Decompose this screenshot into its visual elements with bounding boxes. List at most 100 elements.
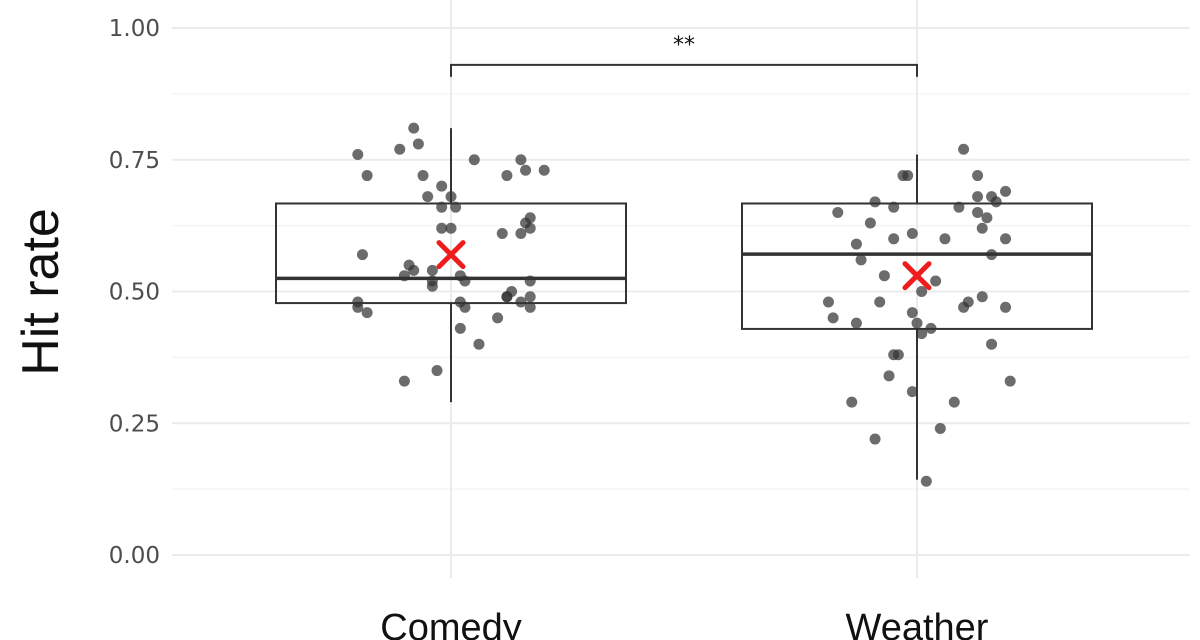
data-point — [906, 386, 918, 398]
data-point — [515, 154, 527, 166]
data-point — [524, 291, 536, 303]
data-point — [888, 233, 900, 245]
y-tick-label: 0.50 — [109, 280, 160, 306]
data-point — [520, 217, 532, 229]
data-point — [986, 338, 998, 350]
boxes — [275, 128, 1093, 480]
mean-marker — [436, 240, 466, 270]
y-tick-label: 0.25 — [109, 411, 160, 437]
data-point — [398, 270, 410, 282]
data-point — [972, 191, 984, 203]
data-point — [986, 249, 998, 261]
data-point — [408, 122, 420, 134]
data-point — [417, 170, 429, 182]
x-tick-labels: Comedy Weather — [380, 607, 989, 640]
data-point — [361, 170, 373, 182]
data-point — [352, 148, 364, 160]
data-point — [426, 280, 438, 292]
data-point — [356, 249, 368, 261]
y-tick-label: 0.00 — [109, 543, 160, 569]
data-point — [850, 238, 862, 250]
data-point — [412, 138, 424, 150]
data-point — [916, 328, 928, 340]
data-point — [496, 228, 508, 240]
data-point — [501, 170, 513, 182]
data-point — [850, 317, 862, 329]
data-point — [953, 201, 965, 213]
data-point — [473, 338, 485, 350]
data-point — [538, 164, 550, 176]
data-point — [846, 396, 858, 408]
mean-markers — [436, 240, 932, 291]
data-point — [822, 296, 834, 308]
data-point — [394, 143, 406, 155]
data-point — [902, 170, 914, 182]
y-axis-title: Hit rate — [12, 208, 70, 376]
data-point — [398, 375, 410, 387]
data-point — [939, 233, 951, 245]
data-point — [436, 180, 448, 192]
data-point — [515, 228, 527, 240]
data-point — [874, 296, 886, 308]
data-point — [990, 196, 1002, 208]
data-point — [869, 433, 881, 445]
data-point — [888, 201, 900, 213]
data-point — [436, 201, 448, 213]
data-point — [972, 206, 984, 218]
data-point — [888, 349, 900, 361]
data-point — [958, 143, 970, 155]
x-tick-label: Comedy — [380, 607, 522, 640]
data-point — [855, 254, 867, 266]
data-point — [492, 312, 504, 324]
data-point — [962, 296, 974, 308]
significance-bracket-line — [450, 63, 918, 77]
data-point — [408, 264, 420, 276]
data-point — [468, 154, 480, 166]
data-point — [352, 301, 364, 313]
data-point — [454, 322, 466, 334]
data-point — [501, 291, 513, 303]
data-point — [426, 264, 438, 276]
data-point — [925, 322, 937, 334]
data-point — [906, 307, 918, 319]
data-point — [1000, 233, 1012, 245]
box-iqr — [741, 202, 1093, 330]
data-point — [972, 170, 984, 182]
data-point — [934, 423, 946, 435]
data-point — [832, 206, 844, 218]
data-point — [524, 275, 536, 287]
data-point — [906, 228, 918, 240]
points — [352, 122, 1016, 487]
x-tick-label: Weather — [846, 607, 989, 640]
data-point — [869, 196, 881, 208]
data-point — [878, 270, 890, 282]
significance-bracket: ** — [450, 33, 918, 77]
data-point — [930, 275, 942, 287]
mean-marker — [902, 261, 932, 291]
data-point — [445, 191, 457, 203]
y-tick-labels: 0.00 0.25 0.50 0.75 1.00 — [109, 16, 160, 569]
data-point — [422, 191, 434, 203]
data-point — [1004, 375, 1016, 387]
data-point — [976, 291, 988, 303]
data-point — [445, 222, 457, 234]
data-point — [1000, 301, 1012, 313]
y-tick-label: 0.75 — [109, 148, 160, 174]
y-tick-label: 1.00 — [109, 16, 160, 42]
data-point — [361, 307, 373, 319]
data-point — [981, 212, 993, 224]
data-point — [883, 370, 895, 382]
data-point — [454, 270, 466, 282]
data-point — [916, 286, 928, 297]
data-point — [911, 317, 923, 329]
grid — [172, 0, 1190, 578]
data-point — [920, 475, 932, 487]
data-point — [948, 396, 960, 408]
data-point — [1000, 185, 1012, 197]
data-point — [515, 296, 527, 308]
data-point — [976, 222, 988, 234]
data-point — [450, 201, 462, 213]
data-point — [827, 312, 839, 324]
data-point — [864, 217, 876, 229]
